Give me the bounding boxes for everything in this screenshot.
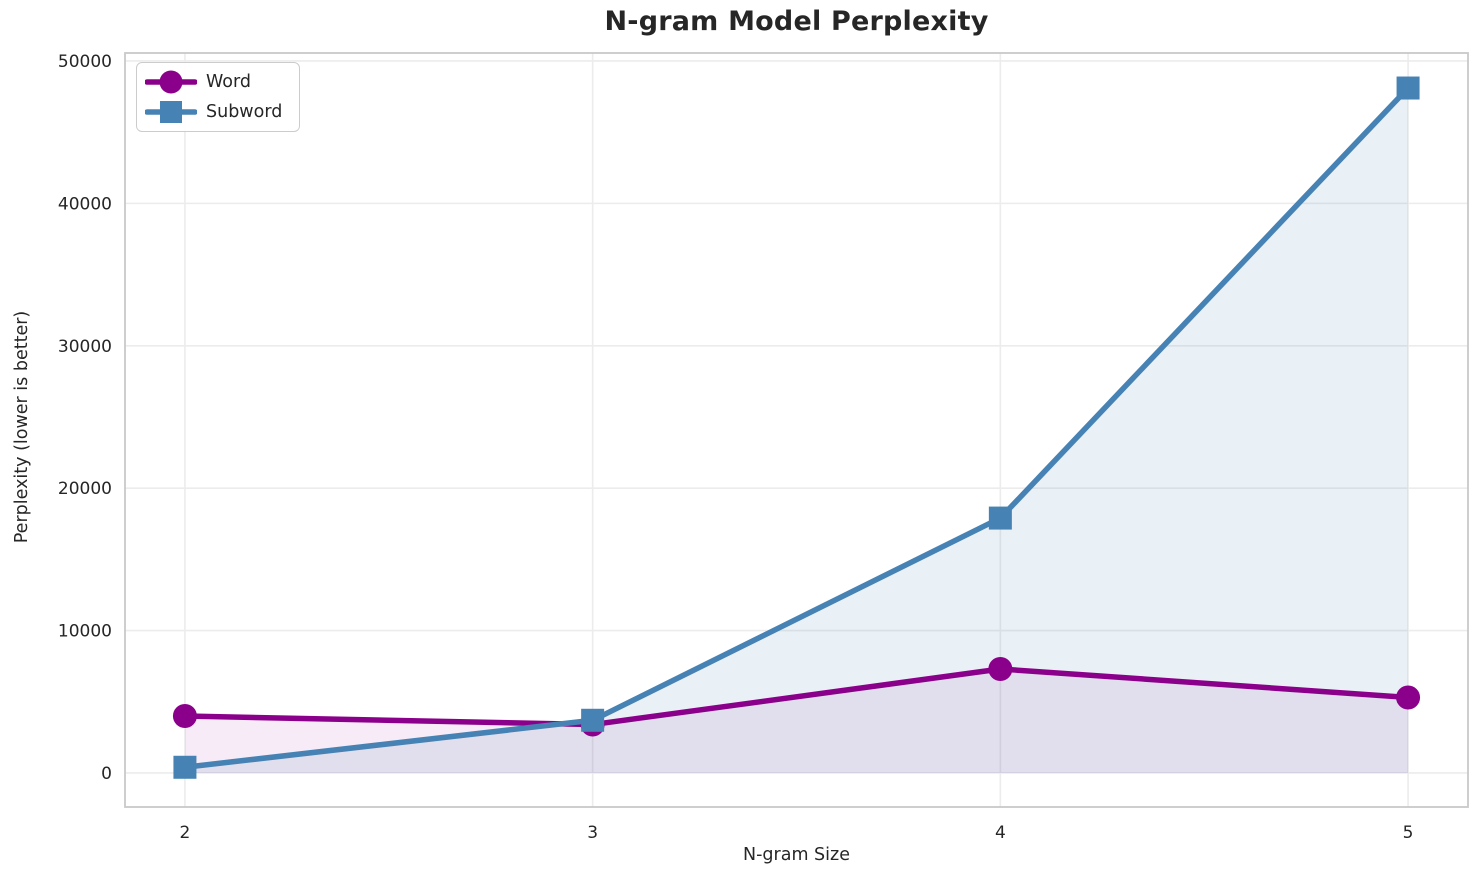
marker-word [1396,685,1421,710]
marker-word [988,657,1013,682]
legend-label: Subword [206,102,283,122]
marker-subword [173,755,197,779]
axes-spine [124,52,1469,808]
marker-word [172,704,197,729]
x-tick-label: 3 [587,823,598,843]
legend-marker-word-icon [145,70,197,94]
marker-subword [581,708,605,732]
area-fill-word [184,669,1409,773]
y-tick-label: 50000 [58,52,112,72]
x-tick-label: 4 [995,823,1006,843]
marker-subword [988,506,1012,530]
chart-title: N-gram Model Perplexity [604,6,989,37]
area-fill-subword [184,88,1409,773]
legend-item-word: Word [145,68,282,96]
y-tick-label: 40000 [58,194,112,214]
x-tick-label: 5 [1403,823,1414,843]
series-line-subword [182,85,1411,771]
y-tick-label: 10000 [58,622,112,642]
legend-label: Word [206,72,251,92]
series-line-word [182,666,1411,728]
y-tick-label: 0 [101,764,112,784]
x-axis-label: N-gram Size [743,845,850,865]
x-tick-label: 2 [180,823,191,843]
y-tick-label: 30000 [58,337,112,357]
y-tick-label: 20000 [58,479,112,499]
legend-item-subword: Subword [145,98,282,126]
legend: Word Subword [136,62,301,132]
marker-subword [1396,76,1420,100]
legend-marker-subword-icon [145,101,197,123]
